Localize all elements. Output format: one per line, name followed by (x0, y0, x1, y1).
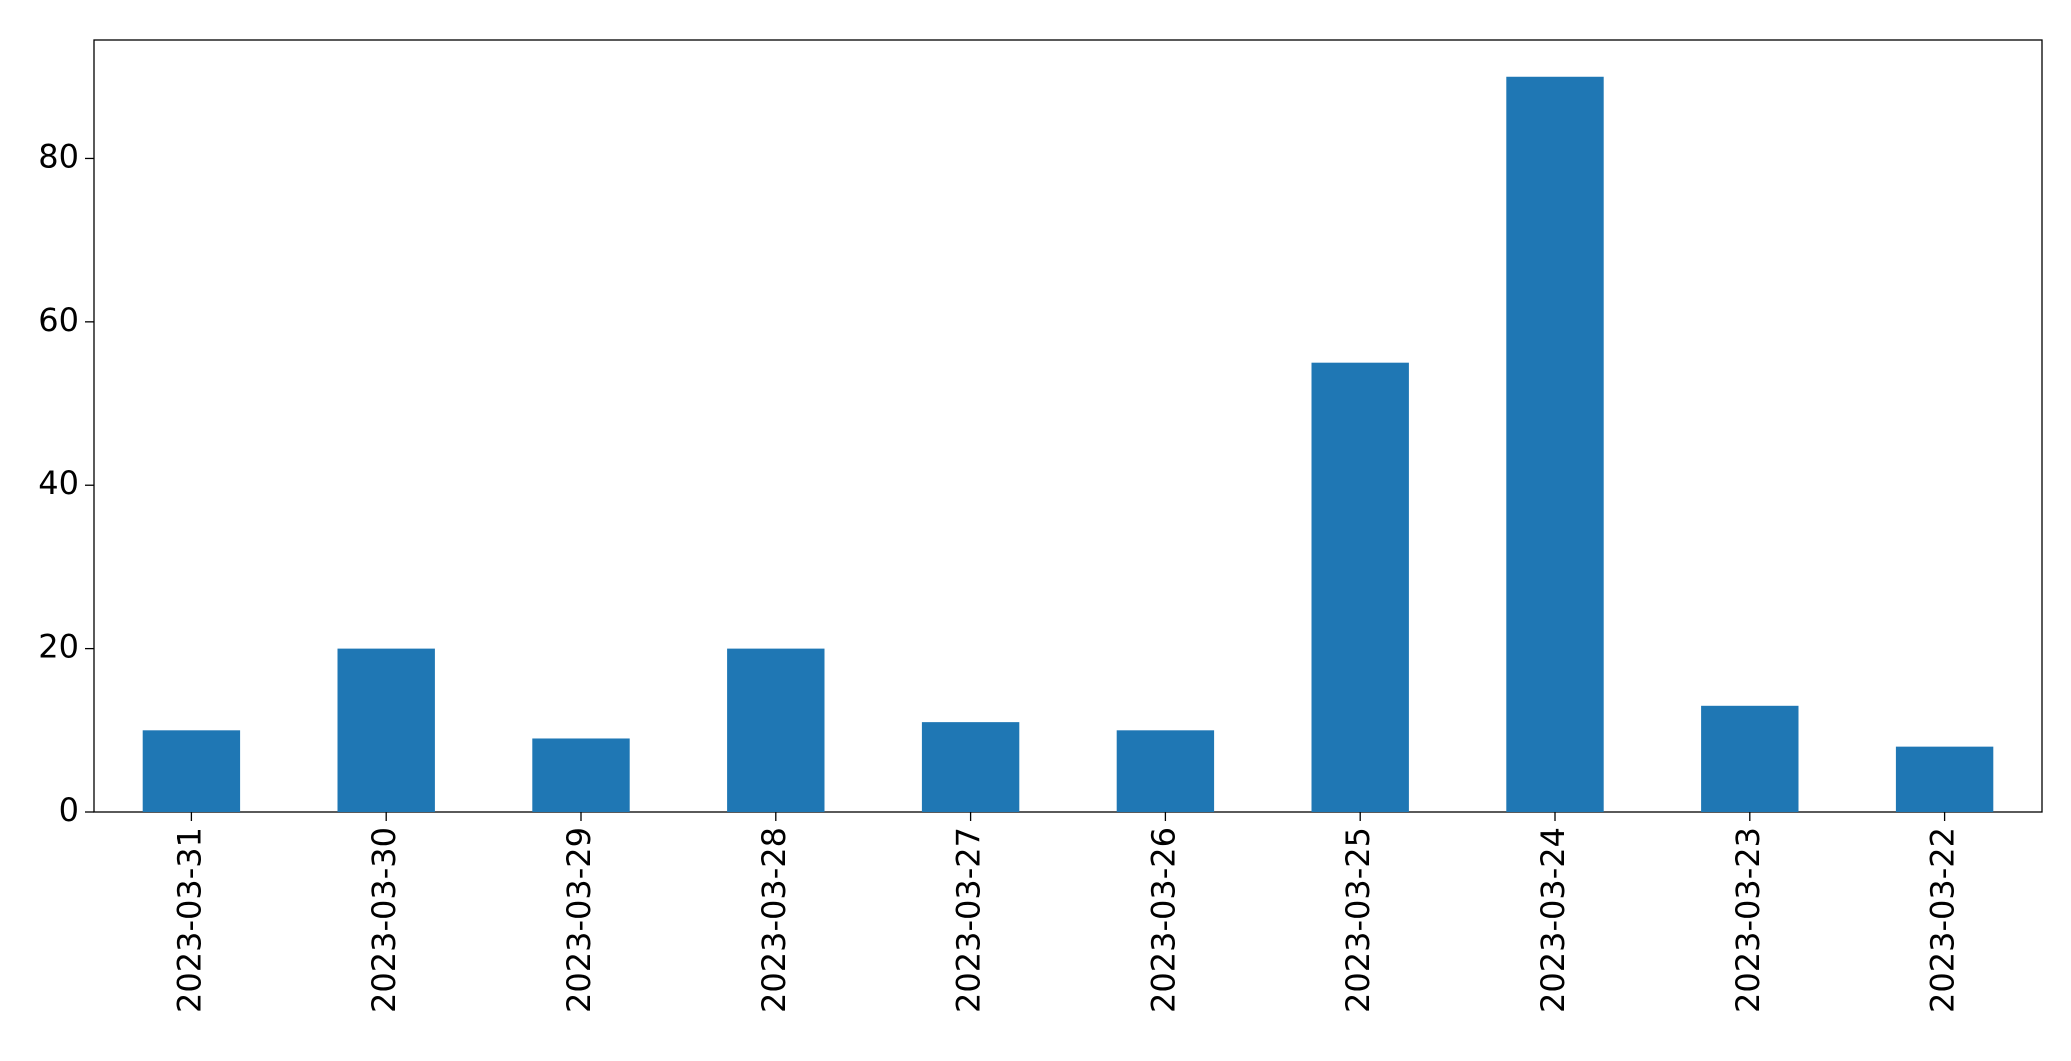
x-tick-label: 2023-03-23 (1729, 827, 1767, 1013)
y-tick-label: 0 (59, 791, 79, 829)
bar (1895, 746, 1994, 812)
x-tick-label: 2023-03-29 (560, 827, 598, 1013)
x-tick-label: 2023-03-30 (365, 827, 403, 1013)
bar (337, 648, 435, 812)
x-tick-label: 2023-03-22 (1924, 827, 1962, 1013)
bar (1311, 362, 1409, 812)
x-tick-label: 2023-03-31 (170, 827, 208, 1013)
plot-frame (93, 39, 2043, 813)
bar (532, 738, 630, 812)
x-tick-label: 2023-03-26 (1144, 827, 1182, 1013)
y-tick-label: 20 (38, 628, 79, 666)
y-tick-label: 60 (38, 301, 79, 339)
bar (1116, 730, 1215, 812)
bar (921, 722, 1020, 812)
x-tick-label: 2023-03-27 (950, 827, 988, 1013)
y-tick-label: 80 (38, 137, 79, 175)
bar (1701, 705, 1799, 812)
x-tick-label: 2023-03-28 (755, 827, 793, 1013)
x-tick-label: 2023-03-24 (1534, 827, 1572, 1013)
bar (1506, 76, 1604, 812)
y-tick-label: 40 (38, 464, 79, 502)
x-tick-label: 2023-03-25 (1339, 827, 1377, 1013)
bar (142, 730, 241, 812)
bar (727, 648, 825, 812)
